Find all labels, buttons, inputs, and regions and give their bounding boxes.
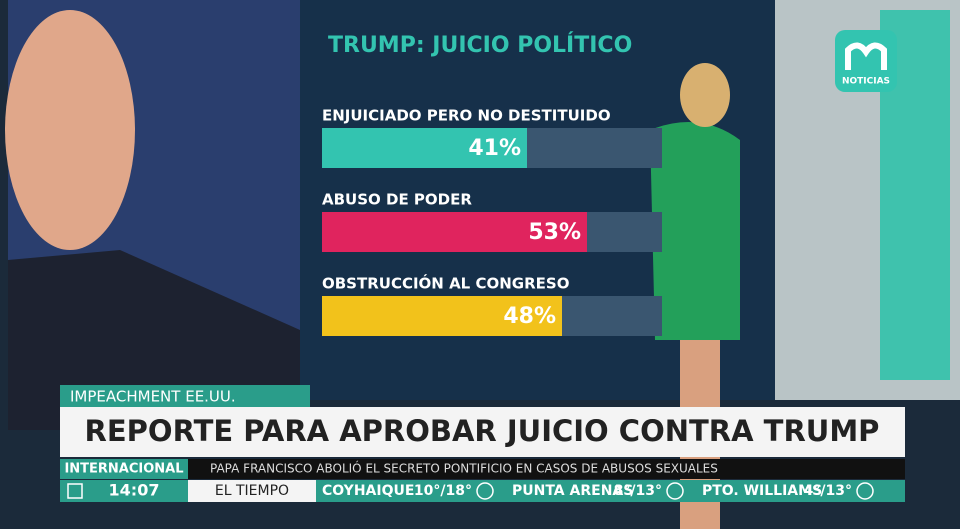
bar-label: OBSTRUCCIÓN AL CONGRESO xyxy=(322,274,569,293)
city: COYHAIQUE xyxy=(322,483,414,499)
section: INTERNACIONAL xyxy=(64,462,183,477)
face xyxy=(5,10,135,250)
bar xyxy=(322,128,527,168)
city: PTO. WILLIAMS xyxy=(702,483,822,499)
ticker-box xyxy=(188,459,905,479)
logo-mark xyxy=(845,42,887,70)
logo-text: NOTICIAS xyxy=(842,77,890,87)
wall-title: TRUMP: JUICIO POLÍTICO xyxy=(328,32,632,58)
headline-box xyxy=(60,407,905,457)
bar xyxy=(322,212,587,252)
ticker: PAPA FRANCISCO ABOLIÓ EL SECRETO PONTIFI… xyxy=(210,461,718,476)
tag: IMPEACHMENT EE.UU. xyxy=(70,388,236,406)
presenter-dress xyxy=(650,122,740,340)
weather-label: EL TIEMPO xyxy=(215,483,289,499)
bar xyxy=(322,296,562,336)
headline: REPORTE PARA APROBAR JUICIO CONTRA TRUMP xyxy=(85,414,880,448)
bar-label: ABUSO DE PODER xyxy=(322,191,472,209)
weather-icon xyxy=(856,482,874,500)
weather-icon xyxy=(666,482,684,500)
weather-icon xyxy=(476,482,494,500)
weather-label-box xyxy=(188,480,316,502)
bar-label: ENJUICIADO PERO NO DESTITUIDO xyxy=(322,107,611,125)
presenter-head xyxy=(680,63,730,127)
tag-box xyxy=(60,385,310,407)
weather-box xyxy=(316,480,905,502)
bar-value: 41% xyxy=(468,136,521,161)
time-box xyxy=(60,480,188,502)
bar-value: 48% xyxy=(503,304,556,329)
section-box xyxy=(60,459,188,479)
bar-value: 53% xyxy=(528,220,581,245)
city: PUNTA ARENAS xyxy=(512,483,633,499)
time: 14:07 xyxy=(109,481,160,500)
temp: 4°/13° xyxy=(804,483,852,499)
bar-chart: ENJUICIADO PERO NO DESTITUIDO 41% ABUSO DE… xyxy=(322,107,662,336)
clock-icon xyxy=(67,483,83,499)
temp: 10°/18° xyxy=(414,483,472,499)
temp: 8°/13° xyxy=(614,483,662,499)
